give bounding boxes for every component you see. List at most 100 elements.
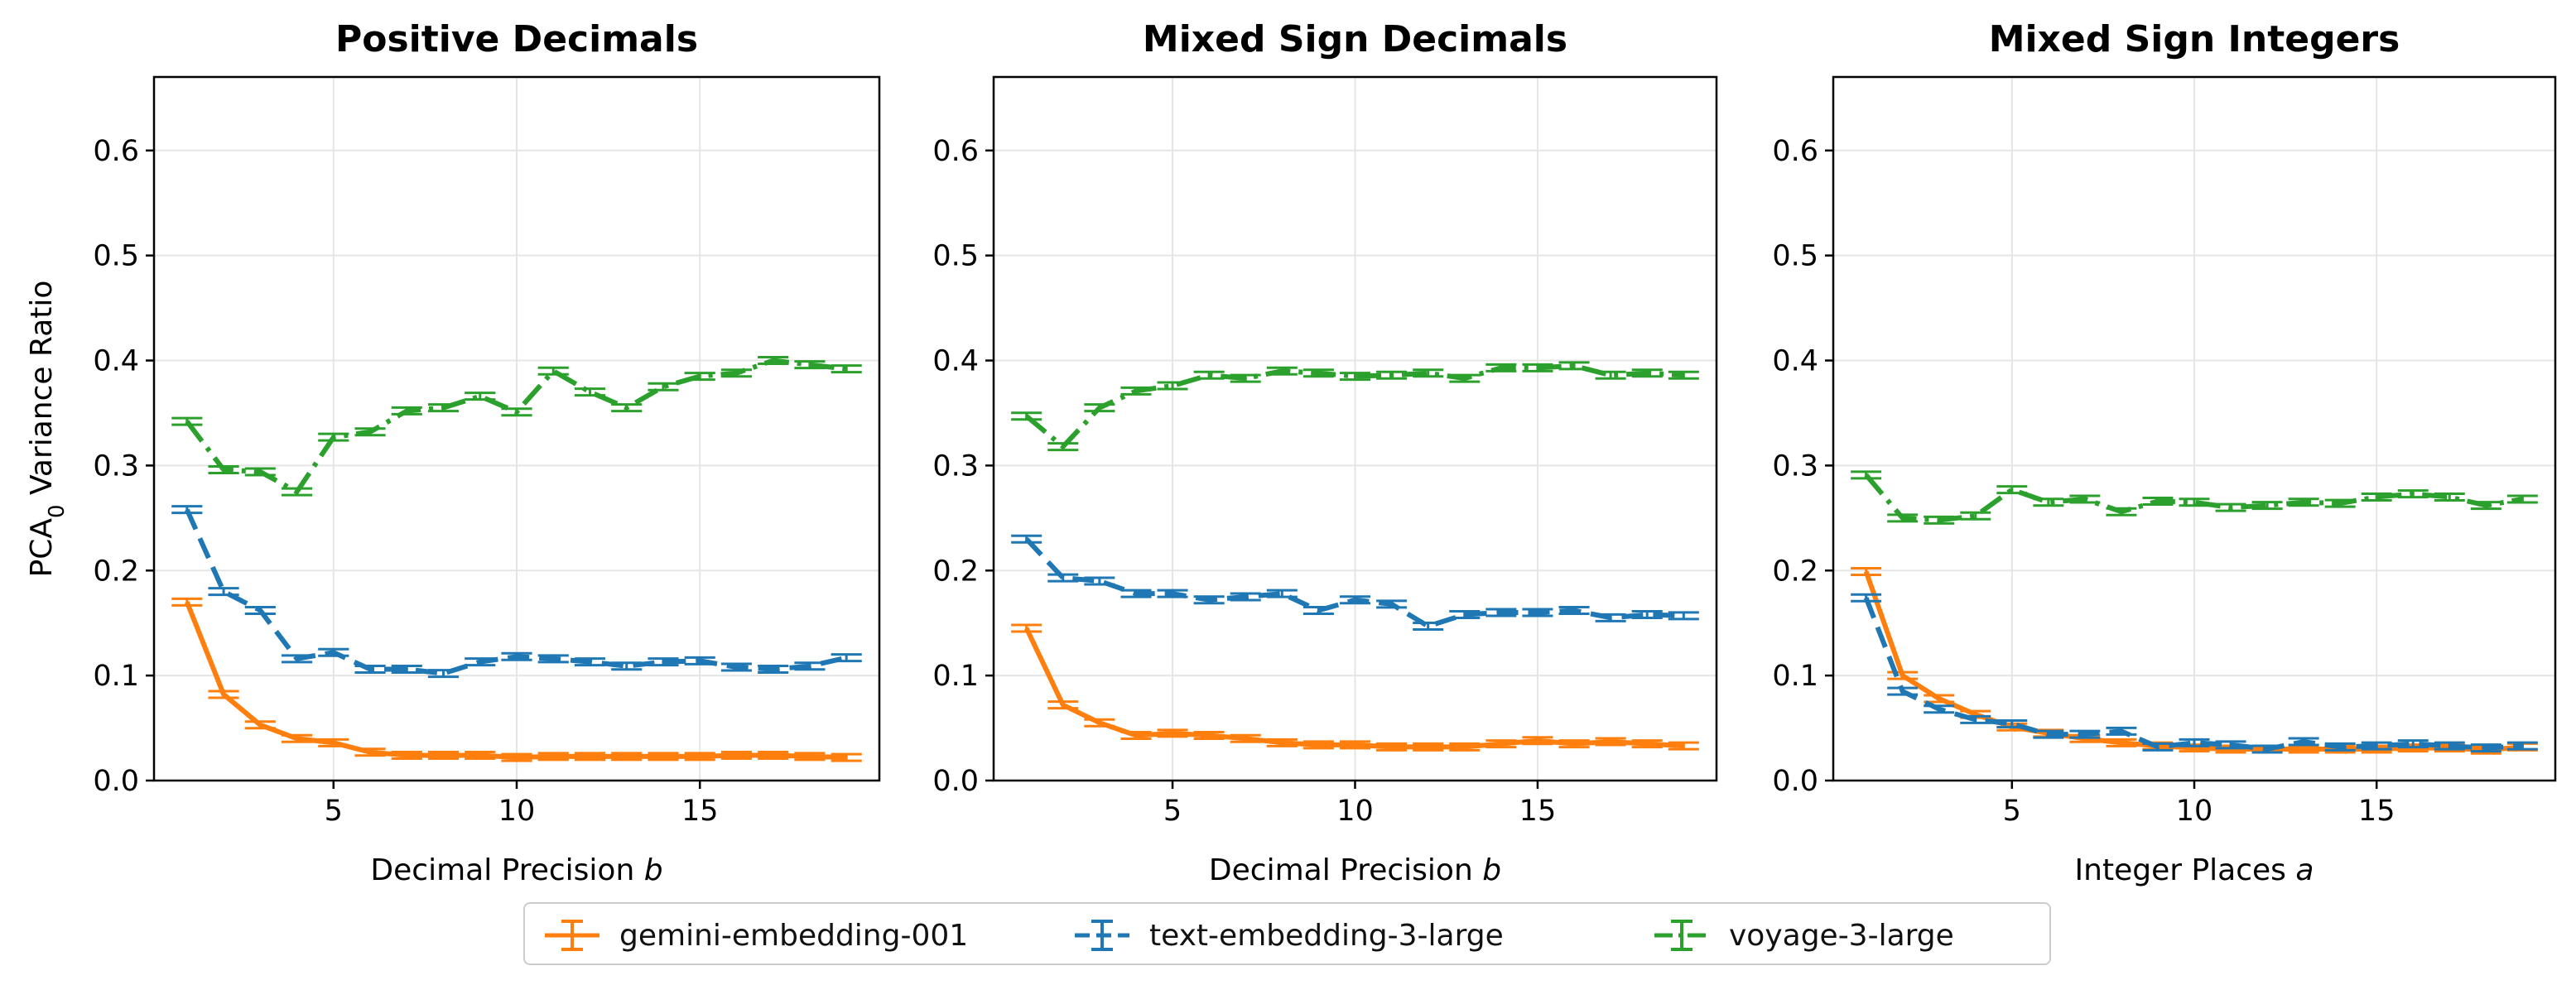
y-tick-label: 0.5 bbox=[93, 240, 139, 273]
data-point-gemini bbox=[1851, 567, 1882, 577]
panel-1: 0.0 0.1 0.2 0.3 0.4 0.5 0.6 5 10 15 Positive Decim… bbox=[25, 18, 881, 887]
data-point-text3 bbox=[2288, 737, 2319, 747]
data-point-voyage bbox=[2069, 494, 2101, 504]
x-tick-label: 15 bbox=[1519, 795, 1557, 828]
y-tick-label: 0.2 bbox=[1772, 555, 1818, 588]
data-point-gemini bbox=[1084, 718, 1115, 728]
y-axis-label: PCA0 Variance Ratio bbox=[25, 281, 70, 578]
data-point-voyage bbox=[2470, 501, 2501, 511]
legend-swatch-gemini bbox=[545, 920, 599, 951]
data-point-voyage bbox=[281, 487, 313, 497]
data-point-text3 bbox=[1851, 593, 1882, 603]
data-point-text3 bbox=[427, 669, 460, 679]
data-point-voyage bbox=[831, 364, 862, 374]
data-point-voyage bbox=[1376, 370, 1408, 380]
data-point-text3 bbox=[2033, 729, 2064, 739]
data-point-voyage bbox=[1413, 368, 1444, 378]
data-point-voyage bbox=[794, 360, 826, 370]
data-point-voyage bbox=[1924, 515, 1955, 525]
data-point-text3 bbox=[1631, 610, 1663, 620]
data-point-text3 bbox=[1960, 714, 1991, 724]
data-point-gemini bbox=[391, 751, 422, 761]
data-point-text3 bbox=[574, 657, 606, 667]
data-point-voyage bbox=[684, 372, 715, 382]
data-point-gemini bbox=[2106, 738, 2137, 747]
x-tick-label: 5 bbox=[1163, 795, 1182, 828]
data-point-gemini bbox=[1595, 737, 1626, 747]
data-point-gemini bbox=[1339, 740, 1371, 750]
data-point-voyage bbox=[1558, 361, 1590, 371]
data-point-text3 bbox=[1887, 686, 1919, 696]
data-point-text3 bbox=[1924, 704, 1955, 714]
data-point-gemini bbox=[1668, 741, 1699, 751]
data-point-gemini bbox=[465, 751, 496, 761]
data-point-gemini bbox=[648, 752, 679, 762]
data-point-voyage bbox=[1851, 470, 1882, 480]
data-point-voyage bbox=[427, 403, 460, 413]
x-tick-label: 10 bbox=[1336, 795, 1374, 828]
x-tick-label: 10 bbox=[2176, 795, 2213, 828]
y-tick-label: 0.3 bbox=[1772, 449, 1818, 483]
data-point-voyage bbox=[171, 416, 203, 426]
legend-entry-gemini: gemini-embedding-001 bbox=[543, 904, 968, 967]
data-point-text3 bbox=[2179, 738, 2210, 747]
data-point-gemini bbox=[1631, 739, 1663, 749]
panel-title: Mixed Sign Decimals bbox=[1143, 18, 1567, 60]
y-tick-label: 0.2 bbox=[93, 555, 139, 588]
data-point-gemini bbox=[1157, 728, 1188, 738]
data-point-voyage bbox=[2324, 498, 2356, 508]
data-point-voyage bbox=[1887, 513, 1919, 523]
data-point-voyage bbox=[501, 407, 532, 417]
data-point-text3 bbox=[611, 661, 643, 671]
data-point-text3 bbox=[1120, 589, 1152, 598]
data-point-text3 bbox=[1084, 576, 1115, 586]
data-point-voyage bbox=[2033, 497, 2064, 507]
data-point-voyage bbox=[2215, 502, 2246, 512]
data-point-text3 bbox=[2324, 742, 2356, 752]
data-point-gemini bbox=[1266, 738, 1298, 747]
data-point-voyage bbox=[1193, 370, 1225, 380]
data-point-gemini bbox=[1193, 730, 1225, 740]
data-point-gemini bbox=[537, 752, 569, 762]
data-point-text3 bbox=[2251, 744, 2283, 754]
data-point-voyage bbox=[758, 356, 789, 366]
data-point-text3 bbox=[2106, 726, 2137, 736]
data-point-text3 bbox=[794, 661, 826, 671]
data-point-voyage bbox=[2397, 489, 2429, 499]
data-point-voyage bbox=[1157, 381, 1188, 391]
data-point-gemini bbox=[1120, 730, 1152, 740]
data-point-voyage bbox=[391, 406, 422, 416]
data-point-text3 bbox=[354, 665, 386, 675]
data-point-text3 bbox=[1302, 605, 1334, 615]
data-point-voyage bbox=[1960, 511, 1991, 521]
legend-label-text3: text-embedding-3-large bbox=[1149, 918, 1504, 953]
y-tick-label: 0.1 bbox=[932, 660, 979, 693]
data-point-voyage bbox=[354, 427, 386, 437]
y-tick-label: 0.4 bbox=[932, 345, 979, 378]
data-point-text3 bbox=[391, 665, 422, 675]
data-point-gemini bbox=[758, 751, 789, 761]
data-point-text3 bbox=[1595, 613, 1626, 622]
legend-entry-voyage: voyage-3-large bbox=[1653, 904, 1954, 967]
data-point-text3 bbox=[1011, 534, 1042, 544]
x-axis-label: Integer Places a bbox=[2075, 853, 2314, 887]
data-point-text3 bbox=[1266, 589, 1298, 598]
x-tick-label: 5 bbox=[2003, 795, 2021, 828]
data-point-gemini bbox=[720, 751, 753, 761]
data-point-text3 bbox=[1522, 608, 1553, 617]
data-point-text3 bbox=[758, 665, 789, 675]
data-point-gemini bbox=[684, 752, 715, 762]
data-point-gemini bbox=[1011, 623, 1042, 633]
data-point-text3 bbox=[1668, 611, 1699, 621]
x-tick-label: 10 bbox=[498, 795, 536, 828]
data-point-gemini bbox=[1449, 742, 1481, 752]
legend-label-voyage: voyage-3-large bbox=[1729, 918, 1954, 953]
data-point-voyage bbox=[1522, 363, 1553, 372]
data-point-text3 bbox=[1193, 595, 1225, 605]
data-point-gemini bbox=[427, 751, 460, 761]
legend-swatch-voyage bbox=[1654, 920, 1709, 951]
data-point-text3 bbox=[831, 653, 862, 663]
y-tick-label: 0.4 bbox=[1772, 345, 1818, 378]
data-point-voyage bbox=[1668, 370, 1699, 380]
x-tick-label: 15 bbox=[681, 795, 719, 828]
